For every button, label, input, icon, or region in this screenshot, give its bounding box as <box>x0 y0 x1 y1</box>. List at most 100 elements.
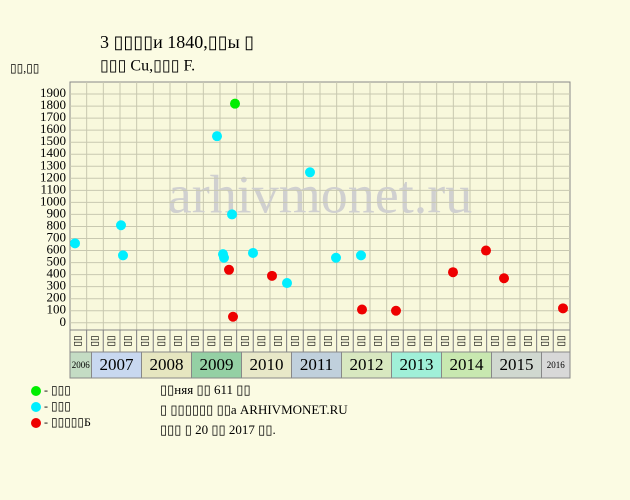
y-tick-label: 600 <box>47 242 67 257</box>
point <box>558 303 568 314</box>
chart-subtitle: ▯▯▯ Cu,▯▯▯ F. <box>100 58 195 75</box>
point <box>499 273 509 284</box>
legend-label: - ▯▯▯▯▯Б <box>44 415 91 429</box>
period-label: ▯▯ <box>389 335 400 346</box>
y-tick-label: 1000 <box>40 193 66 208</box>
watermark: arhivmonet.ru <box>168 164 472 224</box>
legend-marker <box>31 386 41 396</box>
y-tick-label: 1400 <box>40 145 66 160</box>
legend-label: - ▯▯▯ <box>44 399 71 413</box>
x-tick-label: 2015 <box>500 355 534 374</box>
point <box>118 250 128 261</box>
period-label: ▯▯ <box>506 335 517 346</box>
point <box>356 250 366 261</box>
point <box>219 252 229 263</box>
legend-marker <box>31 402 41 412</box>
year-cell <box>391 351 442 379</box>
period-label: ▯▯ <box>439 335 450 346</box>
period-label: ▯▯ <box>406 335 417 346</box>
period-label: ▯▯ <box>239 335 250 346</box>
period-label: ▯▯ <box>539 335 550 346</box>
period-label: ▯▯ <box>456 335 467 346</box>
period-label: ▯▯ <box>289 335 300 346</box>
footer-line: ▯▯няя ▯▯ 611 ▯▯ <box>160 382 251 397</box>
y-tick-label: 0 <box>60 314 67 329</box>
point <box>481 245 491 256</box>
period-label: ▯▯ <box>473 335 484 346</box>
point <box>357 304 367 315</box>
y-tick-label: 1300 <box>40 157 66 172</box>
y-tick-label: 1800 <box>40 97 66 112</box>
y-tick-label: 700 <box>47 229 67 244</box>
year-cell <box>341 351 392 379</box>
x-tick-label: 2006 <box>72 360 91 370</box>
period-label: ▯▯ <box>89 335 100 346</box>
period-label: ▯▯ <box>223 335 234 346</box>
period-label: ▯▯ <box>173 335 184 346</box>
point <box>227 209 237 220</box>
y-tick-label: 1200 <box>40 169 66 184</box>
x-tick-label: 2011 <box>300 355 333 374</box>
y-axis-label: ▯▯,▯▯ <box>10 61 39 75</box>
y-tick-label: 1100 <box>40 181 66 196</box>
period-label: ▯▯ <box>323 335 334 346</box>
point <box>224 264 234 275</box>
y-tick-label: 500 <box>47 254 67 269</box>
x-tick-label: 2014 <box>450 355 485 374</box>
period-label: ▯▯ <box>273 335 284 346</box>
x-tick-label: 2012 <box>350 355 384 374</box>
point <box>70 238 80 249</box>
point <box>228 311 238 322</box>
y-tick-label: 1700 <box>40 109 66 124</box>
y-tick-label: 100 <box>47 302 67 317</box>
y-tick-label: 1600 <box>40 121 66 136</box>
period-label: ▯▯ <box>306 335 317 346</box>
period-label: ▯▯ <box>106 335 117 346</box>
chart-title: 3 ▯▯▯▯и 1840,▯▯ы ▯ <box>100 32 254 52</box>
point <box>116 220 126 231</box>
period-label: ▯▯ <box>373 335 384 346</box>
period-label: ▯▯ <box>356 335 367 346</box>
point <box>331 252 341 263</box>
period-label: ▯▯ <box>489 335 500 346</box>
period-label: ▯▯ <box>206 335 217 346</box>
year-cell <box>191 351 242 379</box>
x-tick-label: 2009 <box>200 355 234 374</box>
point <box>282 278 292 289</box>
x-tick-label: 2013 <box>400 355 434 374</box>
y-tick-label: 1500 <box>40 133 66 148</box>
period-label: ▯▯ <box>339 335 350 346</box>
y-tick-label: 200 <box>47 290 67 305</box>
y-tick-label: 900 <box>47 205 67 220</box>
y-tick-label: 800 <box>47 217 67 232</box>
point <box>230 98 240 109</box>
point <box>305 167 315 178</box>
legend-label: - ▯▯▯ <box>44 383 71 397</box>
x-tick-label: 2008 <box>150 355 184 374</box>
period-label: ▯▯ <box>189 335 200 346</box>
legend-marker <box>31 418 41 428</box>
point <box>267 270 277 281</box>
period-label: ▯▯ <box>423 335 434 346</box>
footer-line: ▯▯▯ ▯ 20 ▯▯ 2017 ▯▯. <box>160 422 276 437</box>
period-label: ▯▯ <box>123 335 134 346</box>
x-tick-label: 2007 <box>100 355 135 374</box>
point <box>448 267 458 278</box>
point <box>391 305 401 316</box>
period-label: ▯▯ <box>256 335 267 346</box>
x-tick-label: 2010 <box>250 355 284 374</box>
point <box>212 131 222 142</box>
year-cell <box>441 351 492 379</box>
year-cell <box>241 351 292 379</box>
year-cell <box>541 351 571 379</box>
y-tick-label: 1900 <box>40 85 66 100</box>
period-label: ▯▯ <box>73 335 84 346</box>
y-tick-label: 300 <box>47 278 67 293</box>
x-tick-label: 2016 <box>547 360 566 370</box>
footer-line: ▯ ▯▯▯▯▯▯ ▯▯а ARHIVMONET.RU <box>160 402 348 417</box>
period-label: ▯▯ <box>523 335 534 346</box>
period-label: ▯▯ <box>556 335 567 346</box>
y-tick-label: 400 <box>47 266 67 281</box>
period-label: ▯▯ <box>156 335 167 346</box>
